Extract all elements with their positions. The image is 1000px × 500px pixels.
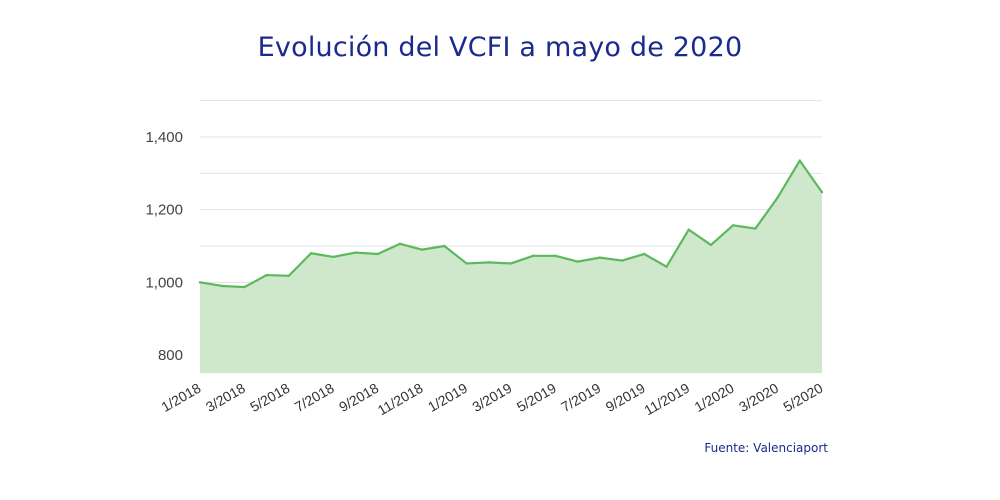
x-tick-label: 1/2018 [158,380,203,415]
x-tick-label: 5/2020 [780,380,825,415]
y-tick-label: 1,400 [145,129,183,146]
data-point [420,248,424,251]
x-tick-label: 3/2018 [203,380,248,415]
data-point [709,243,713,247]
data-point [820,191,824,194]
x-tick-label: 9/2019 [603,380,648,415]
x-tick-label: 1/2020 [692,380,737,415]
data-point [598,256,602,259]
x-tick-label: 1/2019 [425,380,470,415]
data-point [243,285,246,289]
data-point [665,265,668,268]
data-point [287,274,291,277]
x-tick-label: 7/2019 [558,380,603,415]
x-tick-label: 11/2018 [375,380,426,419]
series-area [200,160,822,374]
data-point [509,262,513,265]
chart-title: Evolución del VCFI a mayo de 2020 [257,32,743,63]
data-point [532,254,535,258]
data-point [332,255,335,259]
source-note: Fuente: Valenciaport [704,441,828,455]
data-point [731,224,735,227]
y-tick-label: 1,200 [145,202,183,219]
area-layer [200,160,822,374]
x-tick-label: 5/2018 [247,380,292,415]
line-layer [198,159,824,289]
x-tick-label: 3/2019 [469,380,514,415]
data-point [221,284,224,288]
data-point [620,259,624,262]
x-tick-label: 7/2018 [292,380,337,415]
data-point [465,262,468,265]
data-point [309,252,313,255]
data-point [798,159,801,162]
data-point [398,242,402,246]
data-point [554,254,557,258]
y-axis-ticks: 800 1,000 1,200 1,400 [145,129,183,364]
data-point [687,228,690,231]
data-point [376,252,379,256]
data-point [354,251,357,254]
data-point [754,227,757,230]
y-tick-label: 1,000 [145,274,183,291]
data-point [198,281,202,284]
data-point [776,196,779,199]
x-tick-label: 9/2018 [336,380,381,415]
x-tick-label: 11/2019 [641,380,692,419]
x-tick-label: 5/2019 [514,380,559,415]
data-point [443,244,446,248]
x-tick-label: 3/2020 [736,380,781,415]
data-point [576,260,579,263]
data-point [487,261,490,264]
data-point [265,273,268,277]
y-tick-label: 800 [158,347,183,364]
data-point [643,252,646,256]
